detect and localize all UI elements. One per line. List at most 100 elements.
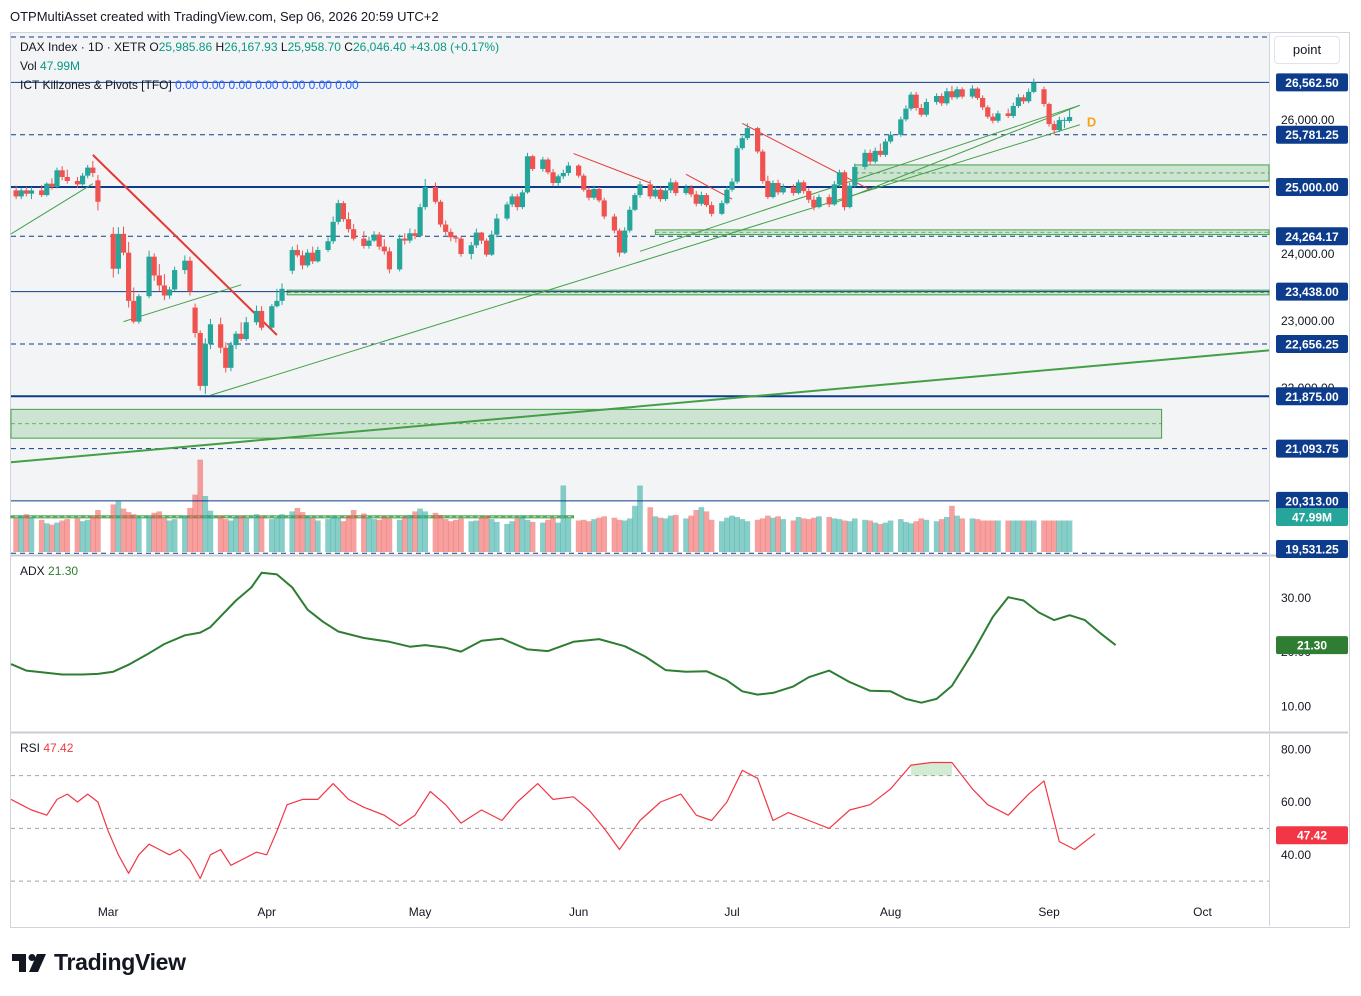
candle [39, 185, 45, 198]
candle-body [934, 95, 940, 102]
candle [688, 185, 694, 198]
volume-last-tag: 47.99M [1276, 508, 1348, 526]
volume-bar [146, 516, 152, 552]
volume-bar [23, 514, 30, 552]
candle [54, 167, 60, 189]
candle [44, 182, 50, 197]
rsi-label[interactable]: RSI [20, 741, 41, 755]
x-axis-tick-label: Apr [257, 905, 276, 919]
volume-bar [882, 522, 889, 552]
candle-body [146, 256, 152, 297]
candle-body [995, 113, 1001, 121]
candle [28, 187, 35, 200]
change-value: +43.08 (+0.17%) [409, 40, 500, 54]
tradingview-logo[interactable]: TradingView [12, 949, 186, 976]
candle-body [166, 289, 173, 296]
volume-bar [938, 519, 945, 552]
candle-body [622, 230, 628, 253]
volume-bar [851, 518, 858, 552]
candle [1005, 108, 1011, 119]
volume-bar [565, 518, 572, 552]
candle-body [126, 252, 132, 301]
volume-bar [611, 517, 618, 552]
price-axis-tick-label: 24,000.00 [1281, 247, 1335, 261]
candle [136, 294, 142, 324]
candle-body [136, 296, 142, 322]
candle-body [279, 288, 285, 301]
candle [120, 226, 127, 256]
candle [627, 206, 633, 233]
open-value: 25,985.86 [158, 40, 213, 54]
candle-body [795, 182, 802, 194]
candle-body [596, 189, 602, 201]
rsi-pane-background [11, 734, 1269, 926]
candle [330, 216, 336, 244]
volume-bar [437, 514, 444, 552]
volume-bar [151, 512, 157, 552]
candle-body [591, 189, 597, 198]
candle [530, 154, 536, 171]
candle [576, 164, 582, 178]
volume-bar [417, 508, 423, 552]
candle [647, 180, 653, 200]
price-level-tag-box [1276, 282, 1348, 301]
candle-body [238, 333, 244, 340]
candle-body [478, 232, 485, 241]
candle-body [693, 194, 699, 204]
volume-bar [304, 516, 311, 552]
candle [980, 95, 986, 111]
candle [775, 179, 781, 196]
volume-bar [366, 517, 372, 552]
volume-bar [361, 513, 367, 552]
volume-bar [166, 520, 173, 552]
volume-bar [790, 520, 797, 552]
price-level-tag-text: 21,093.75 [1285, 442, 1339, 456]
candle [1041, 86, 1047, 107]
price-level-tag: 26,562.50 [1276, 73, 1348, 92]
volume-bar [330, 516, 336, 552]
volume-bar [192, 494, 198, 552]
volume-bar [969, 518, 976, 552]
volume-bar [831, 518, 838, 552]
candle [545, 157, 551, 175]
scale-mode-button[interactable]: point [1274, 36, 1340, 64]
candle-body [402, 238, 408, 241]
candle [852, 163, 858, 188]
candle-body [524, 156, 531, 193]
candle [443, 220, 449, 236]
candle-body [545, 159, 551, 173]
candle [366, 236, 372, 249]
candle [90, 160, 96, 177]
volume-bar [156, 511, 163, 552]
candle [862, 149, 868, 170]
volume-bar [386, 518, 393, 552]
rsi-axis-tick-label: 60.00 [1281, 795, 1311, 809]
volume-bar [908, 523, 914, 552]
candle [739, 136, 745, 151]
indicator-name[interactable]: ICT Killzones & Pivots [TFO] [20, 78, 172, 92]
candle-body [120, 233, 127, 253]
trend-line [210, 124, 1080, 396]
candle [223, 342, 229, 373]
candle-body [1031, 82, 1037, 92]
candle [489, 230, 495, 256]
candle-body [816, 197, 822, 208]
candle [795, 179, 802, 195]
volume-bar [652, 516, 659, 552]
candle-body [1061, 119, 1068, 121]
candle [371, 231, 377, 242]
volume-bar [294, 507, 301, 552]
symbol-label[interactable]: DAX Index · 1D · XETR [20, 40, 147, 54]
trend-line [10, 183, 94, 235]
volume-bar [719, 521, 725, 552]
x-axis-tick-label: Mar [98, 905, 119, 919]
volume-bar [432, 512, 439, 552]
candle [453, 235, 459, 243]
candle [693, 191, 699, 207]
volume-bar [545, 519, 551, 552]
candle [381, 239, 387, 255]
vol-label[interactable]: Vol [20, 59, 37, 73]
candle-body [576, 165, 582, 176]
adx-label[interactable]: ADX [20, 564, 45, 578]
